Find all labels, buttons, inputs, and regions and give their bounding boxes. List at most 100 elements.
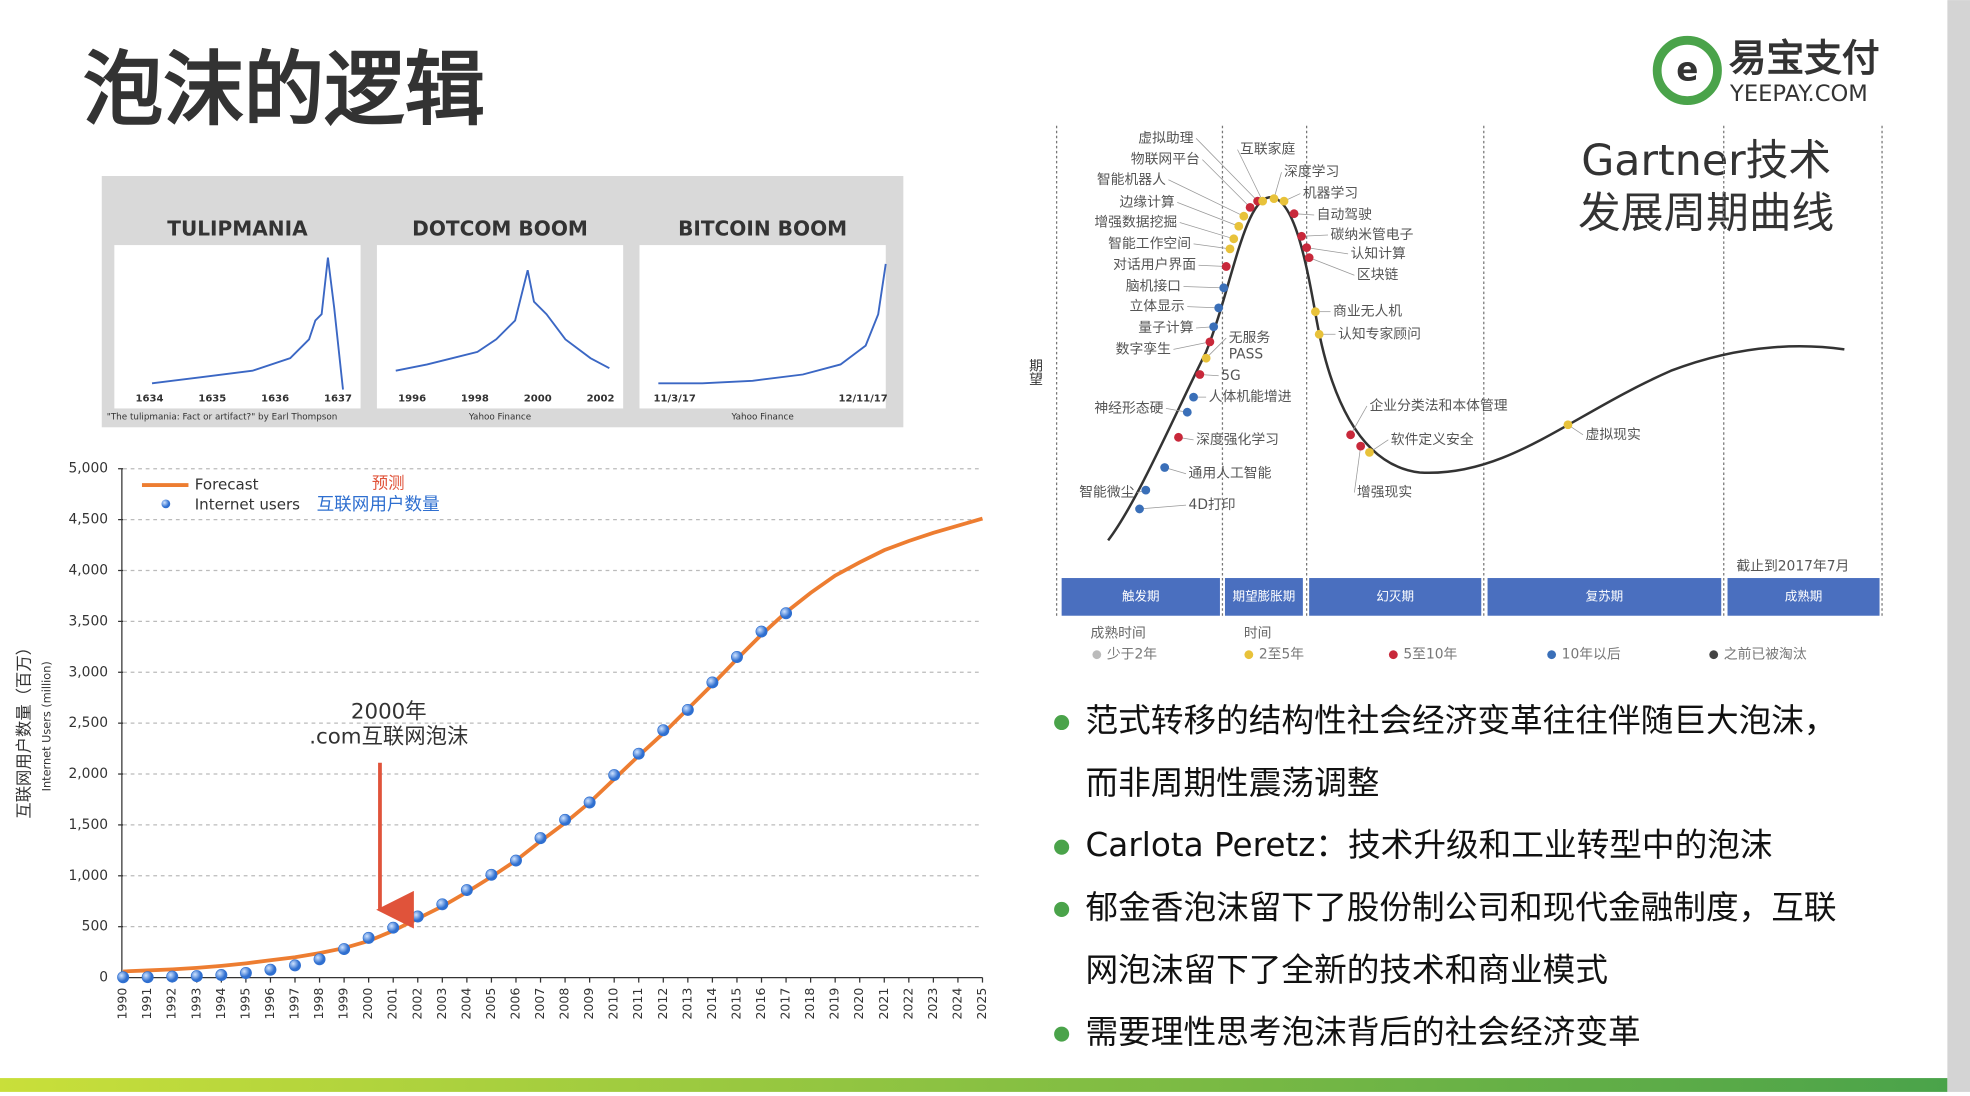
x-tick-label: 2020	[851, 988, 866, 1020]
legend-text: 少于2年	[1107, 647, 1157, 663]
legend-dot	[1709, 650, 1719, 660]
phase-label: 幻灭期	[1376, 588, 1414, 603]
user-point	[755, 625, 768, 638]
hype-dot	[1225, 244, 1235, 254]
hype-label: 深度学习	[1284, 164, 1339, 180]
hype-leader	[1187, 306, 1219, 309]
x-tick-label: 2010	[606, 988, 621, 1020]
hype-label: 4D打印	[1189, 496, 1236, 513]
hype-dot	[1269, 194, 1279, 204]
hype-label: 智能机器人	[1097, 172, 1166, 188]
x-tick-label: 2001	[385, 988, 400, 1020]
hype-label: 虚拟现实	[1586, 427, 1641, 443]
x-tick-label: 2008	[557, 988, 572, 1020]
legend-title: 时间	[1244, 625, 1272, 641]
hype-dot	[1297, 231, 1307, 241]
x-tick-label: 2023	[925, 988, 940, 1020]
hype-label: 智能工作空间	[1108, 236, 1191, 252]
y-tick-label: 4,000	[69, 562, 109, 578]
hype-dot	[1346, 430, 1356, 440]
y-tick-label: 2,500	[69, 715, 109, 731]
hype-label: 对话用户界面	[1113, 256, 1196, 273]
bullet-text: 网泡沫留下了全新的技术和商业模式	[1086, 951, 1609, 989]
y-tick-label: 2,000	[69, 766, 109, 782]
hype-label: 物联网平台	[1131, 152, 1200, 168]
user-point	[215, 969, 228, 981]
bubble-tick: 11/3/17	[654, 393, 696, 404]
y-tick-label: 5,000	[69, 461, 109, 477]
logo-icon-letter: e	[1676, 51, 1698, 89]
hype-leader	[1202, 159, 1251, 208]
bubble-tick: 1635	[198, 393, 226, 404]
hype-label: 自动驾驶	[1317, 207, 1372, 223]
hype-dot	[1189, 392, 1198, 402]
hype-label: 人体机能增进	[1209, 389, 1292, 405]
x-tick-label: 1996	[262, 988, 277, 1020]
legend-text: 5至10年	[1403, 647, 1457, 663]
phase-bar	[1061, 578, 1220, 616]
hype-dot	[1219, 283, 1229, 293]
user-point	[264, 963, 277, 976]
bullet-text: 郁金香泡沫留下了股份制公司和现代金融制度，互联	[1086, 888, 1837, 926]
bubble-box	[639, 245, 886, 409]
legend-text: 之前已被淘汰	[1724, 646, 1807, 663]
bubble-curve	[151, 257, 344, 390]
bullet-dot	[1054, 901, 1070, 918]
legend-dot	[1547, 650, 1557, 660]
hype-dot	[1258, 196, 1268, 206]
bullet-text: 范式转移的结构性社会经济变革往往伴随巨大泡沫，	[1086, 702, 1837, 740]
hype-label: PASS	[1229, 346, 1263, 362]
bubble-tick: 1637	[324, 393, 352, 404]
y-tick-label: 1,000	[69, 868, 109, 884]
hype-dot	[1239, 211, 1249, 221]
side-bar	[1947, 0, 1970, 1092]
bubble-title: DOTCOM BOOM	[412, 217, 588, 241]
legend-text: 10年以后	[1562, 647, 1621, 663]
hype-dot	[1195, 370, 1205, 379]
x-tick-label: 2019	[827, 988, 842, 1020]
hype-label: 数字孪生	[1116, 340, 1171, 357]
bullet-text: 而非周期性震荡调整	[1086, 764, 1380, 802]
hype-label: 增强现实	[1357, 485, 1412, 501]
hype-label: 通用人工智能	[1189, 466, 1272, 482]
bullet-text: Carlota Peretz：技术升级和工业转型中的泡沫	[1086, 826, 1773, 864]
user-point	[608, 769, 621, 782]
x-tick-label: 2009	[581, 988, 596, 1020]
hype-leader	[1198, 264, 1227, 267]
hype-label: 认知专家顾问	[1338, 325, 1421, 342]
bubble-tick: 2002	[587, 393, 615, 404]
x-tick-label: 2012	[655, 988, 670, 1020]
hype-dot	[1221, 262, 1231, 271]
x-tick-label: 2025	[974, 988, 989, 1020]
hype-leader	[1237, 149, 1263, 202]
footer-bar	[0, 1078, 1948, 1092]
hype-leader	[1306, 247, 1349, 255]
user-point	[730, 651, 743, 663]
hype-label: 碳纳米管电子	[1331, 227, 1414, 243]
hype-dot	[1314, 329, 1324, 339]
hype-dot	[1563, 420, 1573, 430]
x-tick-label: 2000	[360, 988, 375, 1020]
user-point	[780, 607, 793, 620]
x-tick-label: 1995	[237, 988, 252, 1020]
bullet-dot	[1054, 1026, 1070, 1042]
hype-leader	[1205, 337, 1227, 359]
hype-label: 智能微尘	[1079, 485, 1134, 501]
user-point	[166, 970, 179, 983]
hype-dot	[1201, 353, 1211, 363]
hype-dot	[1302, 243, 1312, 253]
hype-label: 边缘计算	[1119, 194, 1174, 210]
bubble-tick: 2000	[524, 393, 552, 404]
user-point	[460, 884, 473, 897]
x-tick-label: 1990	[115, 988, 130, 1020]
hype-label: 神经形态硬	[1094, 400, 1163, 416]
bubble-tick: 1636	[261, 393, 289, 404]
bubble-tick: 1996	[398, 393, 426, 404]
hype-leader	[1350, 405, 1368, 435]
user-point	[141, 971, 154, 984]
y-axis-label-en: Internet Users (million)	[41, 661, 54, 791]
x-tick-label: 1994	[213, 988, 228, 1020]
user-point	[485, 868, 498, 881]
legend-point	[161, 499, 171, 509]
y-axis-label: 互联网用户数量（百万）	[15, 639, 34, 819]
